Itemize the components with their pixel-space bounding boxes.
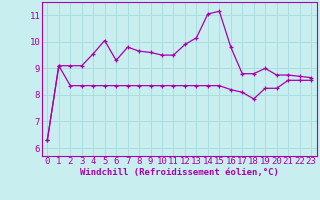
X-axis label: Windchill (Refroidissement éolien,°C): Windchill (Refroidissement éolien,°C) <box>80 168 279 177</box>
